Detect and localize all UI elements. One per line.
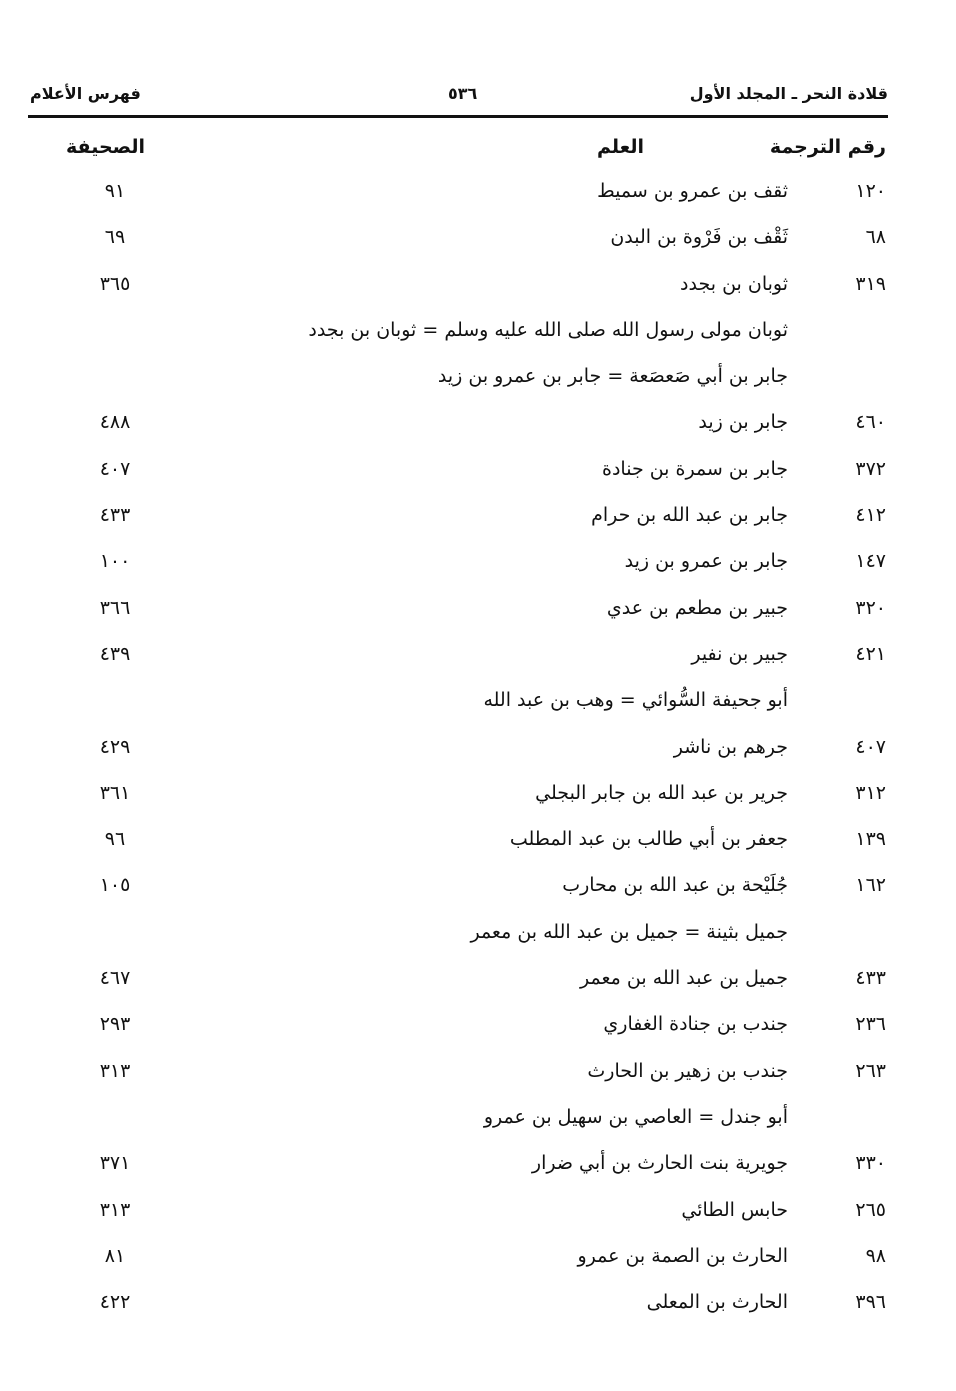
header-rule (28, 115, 888, 118)
entry-name: جابر بن عبد الله بن حرام (591, 504, 788, 527)
entry-name: جرير بن عبد الله بن جابر البجلي (535, 781, 788, 804)
entry-name: جُلَيْحة بن عبد الله بن محارب (562, 874, 788, 897)
entry-name: الحارث بن المعلى (646, 1291, 788, 1314)
index-list: ١٢٠ ثقف بن عمرو بن سميط ٩١ ٦٨ ثَقْف بن فَرْو… (0, 170, 956, 1327)
entry-page: ٦٩ (104, 226, 126, 249)
entry-number: ٤٠٧ (855, 735, 886, 758)
entry-name: جبير بن مطعم بن عدي (606, 596, 788, 619)
entry-number: ٤٢١ (855, 642, 886, 665)
entry-number: ٢٦٥ (855, 1198, 886, 1221)
entry-name: جابر بن زيد (698, 411, 788, 434)
index-entry: جابر بن أبي صَعصَعة = جابر بن عمرو بن زي… (0, 355, 956, 401)
index-entry: أبو جحيفة السُّوائي = وهب بن عبد الله (0, 679, 956, 725)
entry-number: ٢٣٦ (855, 1013, 886, 1036)
entry-page: ٣١٣ (99, 1059, 131, 1082)
entry-name: ثوبان مولى رسول الله صلى الله عليه وسلم … (308, 318, 788, 341)
entry-name: أبو جحيفة السُّوائي = وهب بن عبد الله (483, 689, 788, 712)
entry-name: ثَقْف بن فَرْوة بن البدن (610, 226, 788, 249)
entry-number: ٢٦٣ (855, 1059, 886, 1082)
index-entry: ٤١٢ جابر بن عبد الله بن حرام ٤٣٣ (0, 494, 956, 540)
page-number: ٥٣٦ (448, 84, 478, 103)
index-entry: ٤٦٠ جابر بن زيد ٤٨٨ (0, 401, 956, 447)
entry-name: جابر بن سمرة بن جنادة (602, 457, 788, 480)
entry-number: ٤٣٣ (855, 967, 886, 990)
entry-number: ٣١٢ (855, 781, 886, 804)
entry-page: ١٠٥ (99, 874, 131, 897)
index-entry: ١٣٩ جعفر بن أبي طالب بن عبد المطلب ٩٦ (0, 818, 956, 864)
entry-number: ٣٩٦ (855, 1291, 886, 1314)
entry-name: جندب بن جنادة الغفاري (603, 1013, 788, 1036)
entry-page: ٤٢٢ (99, 1291, 131, 1314)
entry-name: جميل بن عبد الله بن معمر (580, 967, 788, 990)
entry-page: ١٠٠ (99, 550, 131, 573)
index-entry: جميل بثينة = جميل بن عبد الله بن معمر (0, 911, 956, 957)
entry-name: جبير بن نفير (691, 642, 788, 665)
entry-number: ١٢٠ (855, 180, 886, 202)
entry-name: ثقف بن عمرو بن سميط (597, 180, 788, 202)
index-entry: ١٢٠ ثقف بن عمرو بن سميط ٩١ (0, 170, 956, 216)
entry-number: ٤١٢ (855, 504, 886, 527)
entry-page: ٣٦٥ (99, 272, 131, 295)
index-entry: ١٤٧ جابر بن عمرو بن زيد ١٠٠ (0, 540, 956, 586)
entry-page: ٤٢٩ (99, 735, 131, 758)
entry-page: ٣٧١ (99, 1152, 131, 1175)
entry-number: ١٦٢ (855, 874, 886, 897)
entry-page: ٣١٣ (99, 1198, 131, 1221)
index-entry: ٤٣٣ جميل بن عبد الله بن معمر ٤٦٧ (0, 957, 956, 1003)
index-entry: ثوبان مولى رسول الله صلى الله عليه وسلم … (0, 309, 956, 355)
column-header-name: العلم (596, 136, 644, 158)
entry-name: حابس الطائي (681, 1198, 788, 1221)
index-entry: ٢٣٦ جندب بن جنادة الغفاري ٢٩٣ (0, 1003, 956, 1049)
entry-page: ٤٠٧ (99, 457, 131, 480)
entry-number: ٦٨ (865, 226, 886, 249)
index-entry: ٣٧٢ جابر بن سمرة بن جنادة ٤٠٧ (0, 448, 956, 494)
entry-page: ٣٦٦ (99, 596, 131, 619)
entry-number: ١٣٩ (855, 828, 886, 851)
entry-number: ٤٦٠ (855, 411, 886, 434)
book-title: قلادة النحر ـ المجلد الأول (689, 84, 888, 103)
entry-name: جميل بثينة = جميل بن عبد الله بن معمر (470, 920, 788, 943)
column-header-page: الصحيفة (66, 136, 146, 158)
entry-name: جابر بن عمرو بن زيد (624, 550, 788, 573)
entry-name: ثوبان بن بجدد (680, 272, 788, 295)
entry-number: ٩٨ (865, 1244, 886, 1267)
entry-name: أبو جندل = العاصي بن سهيل بن عمرو (483, 1105, 788, 1128)
entry-name: جرهم بن ناشر (673, 735, 788, 758)
entry-page: ٨١ (104, 1244, 126, 1267)
entry-page: ٩١ (104, 180, 126, 202)
index-entry: ٩٨ الحارث بن الصمة بن عمرو ٨١ (0, 1235, 956, 1281)
entry-number: ١٤٧ (855, 550, 886, 573)
entry-page: ٤٨٨ (99, 411, 131, 434)
index-entry: ٣١٢ جرير بن عبد الله بن جابر البجلي ٣٦١ (0, 772, 956, 818)
index-entry: ٣٢٠ جبير بن مطعم بن عدي ٣٦٦ (0, 587, 956, 633)
entry-page: ٤٦٧ (99, 967, 131, 990)
index-entry: ٦٨ ثَقْف بن فَرْوة بن البدن ٦٩ (0, 216, 956, 262)
entry-page: ٤٣٩ (99, 642, 131, 665)
entry-number: ٣١٩ (855, 272, 886, 295)
entry-name: جندب بن زهير بن الحارث (587, 1059, 788, 1082)
index-entry: ١٦٢ جُلَيْحة بن عبد الله بن محارب ١٠٥ (0, 864, 956, 910)
entry-number: ٣٧٢ (855, 457, 886, 480)
entry-page: ٤٣٣ (99, 504, 131, 527)
entry-name: الحارث بن الصمة بن عمرو (577, 1244, 788, 1267)
entry-page: ٢٩٣ (99, 1013, 131, 1036)
index-entry: ٢٦٣ جندب بن زهير بن الحارث ٣١٣ (0, 1050, 956, 1096)
index-entry: ٤٠٧ جرهم بن ناشر ٤٢٩ (0, 726, 956, 772)
index-entry: ٣١٩ ثوبان بن بجدد ٣٦٥ (0, 263, 956, 309)
entry-name: جعفر بن أبي طالب بن عبد المطلب (509, 828, 788, 851)
section-title: فهرس الأعلام (30, 84, 141, 103)
entry-page: ٣٦١ (99, 781, 131, 804)
index-entry: ٤٢١ جبير بن نفير ٤٣٩ (0, 633, 956, 679)
entry-number: ٣٣٠ (855, 1152, 886, 1175)
column-header-number: رقم الترجمة (769, 136, 886, 158)
index-entry: ٣٣٠ جويرية بنت الحارث بن أبي ضرار ٣٧١ (0, 1142, 956, 1188)
index-entry: ٢٦٥ حابس الطائي ٣١٣ (0, 1189, 956, 1235)
index-entry: أبو جندل = العاصي بن سهيل بن عمرو (0, 1096, 956, 1142)
entry-page: ٩٦ (104, 828, 126, 851)
entry-name: جويرية بنت الحارث بن أبي ضرار (531, 1152, 788, 1175)
entry-number: ٣٢٠ (855, 596, 886, 619)
entry-name: جابر بن أبي صَعصَعة = جابر بن عمرو بن زي… (437, 365, 788, 388)
index-entry: ٣٩٦ الحارث بن المعلى ٤٢٢ (0, 1281, 956, 1327)
